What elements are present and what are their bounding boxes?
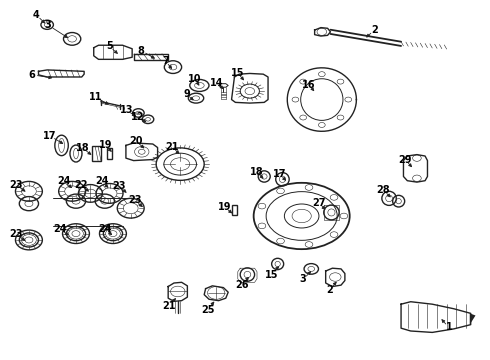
Text: 7: 7 [162, 56, 169, 66]
Text: 15: 15 [231, 68, 244, 77]
Text: 24: 24 [57, 176, 71, 186]
Text: 17: 17 [273, 169, 286, 179]
Text: 23: 23 [10, 229, 23, 239]
Polygon shape [401, 302, 471, 332]
Text: 4: 4 [33, 10, 40, 20]
Text: 29: 29 [399, 155, 412, 165]
Polygon shape [326, 268, 345, 287]
Text: 19: 19 [98, 140, 112, 150]
Text: 6: 6 [28, 70, 35, 80]
Text: 23: 23 [128, 195, 142, 206]
Text: 12: 12 [131, 112, 145, 122]
Text: 27: 27 [312, 198, 326, 208]
Polygon shape [219, 84, 228, 87]
Text: 13: 13 [120, 105, 134, 116]
Text: 21: 21 [162, 301, 176, 311]
Polygon shape [168, 282, 187, 301]
Text: 23: 23 [10, 180, 23, 190]
Polygon shape [287, 68, 356, 131]
Polygon shape [204, 286, 228, 301]
Polygon shape [232, 73, 268, 103]
Text: 17: 17 [43, 131, 57, 141]
Text: 26: 26 [235, 280, 249, 290]
Text: 8: 8 [138, 45, 145, 55]
Text: 3: 3 [44, 20, 51, 30]
Polygon shape [126, 143, 158, 161]
Text: 25: 25 [201, 305, 214, 315]
Text: 3: 3 [300, 274, 306, 284]
Text: 22: 22 [74, 180, 87, 190]
Text: 19: 19 [219, 202, 232, 212]
Polygon shape [470, 313, 475, 325]
Text: 10: 10 [188, 74, 202, 84]
Text: 5: 5 [106, 41, 113, 51]
Text: 9: 9 [183, 89, 190, 99]
Text: 24: 24 [95, 176, 109, 186]
Text: 2: 2 [371, 25, 378, 35]
Polygon shape [315, 28, 330, 36]
Polygon shape [39, 70, 84, 77]
Text: 11: 11 [89, 93, 102, 103]
Text: 2: 2 [326, 285, 333, 295]
Text: 16: 16 [302, 80, 316, 90]
Text: 18: 18 [249, 167, 263, 177]
Text: 18: 18 [76, 143, 90, 153]
Text: 23: 23 [113, 181, 126, 192]
Text: 14: 14 [210, 78, 223, 87]
Text: 28: 28 [377, 185, 391, 195]
Polygon shape [134, 54, 168, 60]
Text: 15: 15 [265, 270, 278, 280]
Polygon shape [403, 154, 427, 182]
Text: 1: 1 [445, 323, 452, 333]
Polygon shape [94, 45, 132, 59]
Bar [232, 206, 237, 215]
Text: 21: 21 [166, 142, 179, 152]
Bar [107, 148, 112, 159]
Text: 20: 20 [129, 136, 143, 146]
Text: 24: 24 [53, 224, 66, 234]
Text: 24: 24 [98, 224, 112, 234]
Bar [92, 147, 101, 161]
